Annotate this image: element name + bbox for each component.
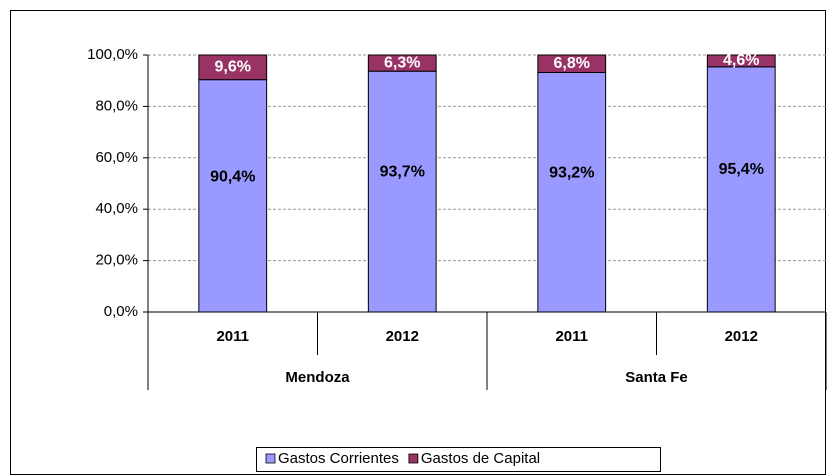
data-label: 93,7% xyxy=(380,164,425,181)
group-label: Mendoza xyxy=(285,369,350,386)
group-label: Santa Fe xyxy=(625,369,688,386)
x-tick-label: 2012 xyxy=(725,328,758,345)
data-label: 9,6% xyxy=(215,59,251,76)
x-tick-label: 2012 xyxy=(386,328,419,345)
data-label: 6,3% xyxy=(384,54,420,71)
y-tick-label: 100,0% xyxy=(87,46,138,63)
legend-swatch xyxy=(408,453,419,464)
bar-segment xyxy=(706,66,776,313)
x-tick-label: 2011 xyxy=(555,328,588,345)
data-label: 90,4% xyxy=(210,168,255,185)
bar-segment xyxy=(537,71,607,313)
x-tick-label: 2011 xyxy=(216,328,249,345)
data-label: 93,2% xyxy=(549,164,594,181)
data-label: 95,4% xyxy=(719,161,764,178)
bar-segment xyxy=(198,54,268,81)
bar-segment xyxy=(706,54,776,68)
data-label: 6,8% xyxy=(554,55,590,72)
legend-box xyxy=(256,447,661,472)
bar-segment xyxy=(537,54,607,73)
y-tick-label: 20,0% xyxy=(95,252,138,269)
y-tick-label: 40,0% xyxy=(95,200,138,217)
legend-label: Gastos Corrientes xyxy=(278,450,399,467)
legend-swatch xyxy=(265,453,276,464)
y-tick-label: 80,0% xyxy=(95,97,138,114)
bar-segment xyxy=(367,70,437,313)
bar-segment xyxy=(198,79,268,313)
data-label: 4,6% xyxy=(723,52,759,69)
bar-segment xyxy=(367,54,437,72)
y-tick-label: 0,0% xyxy=(104,303,138,320)
y-tick-label: 60,0% xyxy=(95,149,138,166)
legend-label: Gastos de Capital xyxy=(421,450,540,467)
